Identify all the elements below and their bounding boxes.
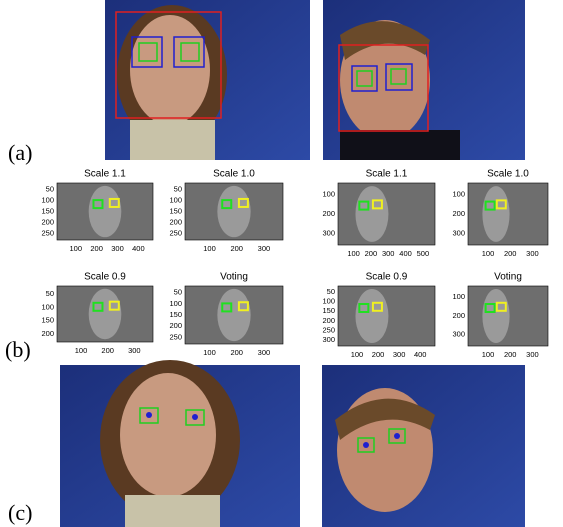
face — [355, 289, 388, 343]
y-tick-label: 200 — [41, 329, 54, 338]
x-tick-label: 100 — [70, 244, 83, 253]
face — [217, 289, 250, 341]
x-tick-label: 300 — [258, 348, 271, 357]
figure: (a) (b) (c) Scale 1.15010015020025010020… — [0, 0, 563, 527]
y-tick-label: 100 — [41, 196, 54, 205]
x-tick-label: 300 — [526, 350, 539, 359]
y-tick-label: 100 — [169, 299, 182, 308]
y-tick-label: 150 — [169, 310, 182, 319]
x-tick-label: 500 — [417, 249, 430, 258]
y-tick-label: 100 — [322, 190, 335, 199]
y-tick-label: 300 — [452, 228, 465, 237]
x-tick-label: 200 — [372, 350, 385, 359]
row-label: (a) — [8, 140, 32, 165]
photo-c-left — [60, 360, 300, 527]
x-tick-label: 200 — [101, 346, 114, 355]
row-label: (b) — [5, 337, 31, 362]
y-tick-label: 250 — [169, 332, 182, 341]
x-tick-label: 100 — [482, 249, 495, 258]
panel-title: Scale 1.1 — [366, 169, 408, 180]
panel-title: Scale 0.9 — [84, 272, 126, 283]
y-tick-label: 150 — [41, 206, 54, 215]
x-tick-label: 300 — [111, 244, 124, 253]
x-tick-label: 300 — [382, 249, 395, 258]
y-tick-label: 50 — [46, 289, 54, 298]
y-tick-label: 200 — [322, 209, 335, 218]
panel-title: Scale 1.0 — [213, 169, 255, 180]
x-tick-label: 100 — [203, 348, 216, 357]
x-tick-label: 300 — [258, 244, 271, 253]
panel-title: Scale 1.0 — [487, 169, 529, 180]
x-tick-label: 100 — [482, 350, 495, 359]
y-tick-label: 50 — [174, 288, 182, 297]
y-tick-label: 250 — [322, 326, 335, 335]
x-tick-label: 400 — [132, 244, 145, 253]
panel-title: Voting — [220, 272, 248, 283]
x-tick-label: 200 — [504, 350, 517, 359]
y-tick-label: 200 — [452, 311, 465, 320]
y-tick-label: 300 — [322, 228, 335, 237]
x-tick-label: 100 — [347, 249, 360, 258]
photo-a-right — [323, 0, 525, 160]
x-tick-label: 200 — [504, 249, 517, 258]
face — [217, 186, 250, 237]
x-tick-label: 200 — [365, 249, 378, 258]
y-tick-label: 100 — [452, 190, 465, 199]
face — [355, 186, 388, 242]
figure-canvas: (a) (b) (c) Scale 1.15010015020025010020… — [0, 0, 563, 527]
y-tick-label: 200 — [322, 316, 335, 325]
x-tick-label: 200 — [230, 244, 243, 253]
y-tick-label: 300 — [452, 330, 465, 339]
x-tick-label: 400 — [399, 249, 412, 258]
x-tick-label: 100 — [75, 346, 88, 355]
face — [482, 289, 509, 343]
y-tick-label: 100 — [322, 296, 335, 305]
x-tick-label: 100 — [351, 350, 364, 359]
y-tick-label: 50 — [174, 185, 182, 194]
x-tick-label: 300 — [526, 249, 539, 258]
y-tick-label: 150 — [169, 206, 182, 215]
y-tick-label: 50 — [327, 287, 335, 296]
x-tick-label: 300 — [393, 350, 406, 359]
x-tick-label: 100 — [203, 244, 216, 253]
y-tick-label: 150 — [41, 316, 54, 325]
photo-c-right — [322, 365, 525, 527]
panel-title: Voting — [494, 272, 522, 283]
y-tick-label: 150 — [322, 306, 335, 315]
y-tick-label: 200 — [169, 321, 182, 330]
y-tick-label: 250 — [41, 228, 54, 237]
x-tick-label: 200 — [230, 348, 243, 357]
y-tick-label: 200 — [41, 217, 54, 226]
face — [482, 186, 509, 242]
y-tick-label: 100 — [41, 302, 54, 311]
row-label: (c) — [8, 500, 32, 525]
x-tick-label: 200 — [90, 244, 103, 253]
face — [89, 289, 122, 339]
y-tick-label: 300 — [322, 335, 335, 344]
face — [89, 186, 122, 237]
y-tick-label: 100 — [169, 196, 182, 205]
photo-a-left — [105, 0, 310, 160]
x-tick-label: 400 — [414, 350, 427, 359]
panel-title: Scale 1.1 — [84, 169, 126, 180]
y-tick-label: 250 — [169, 228, 182, 237]
y-tick-label: 200 — [169, 217, 182, 226]
panel-title: Scale 0.9 — [366, 272, 408, 283]
y-tick-label: 200 — [452, 209, 465, 218]
x-tick-label: 300 — [128, 346, 141, 355]
y-tick-label: 50 — [46, 185, 54, 194]
y-tick-label: 100 — [452, 292, 465, 301]
